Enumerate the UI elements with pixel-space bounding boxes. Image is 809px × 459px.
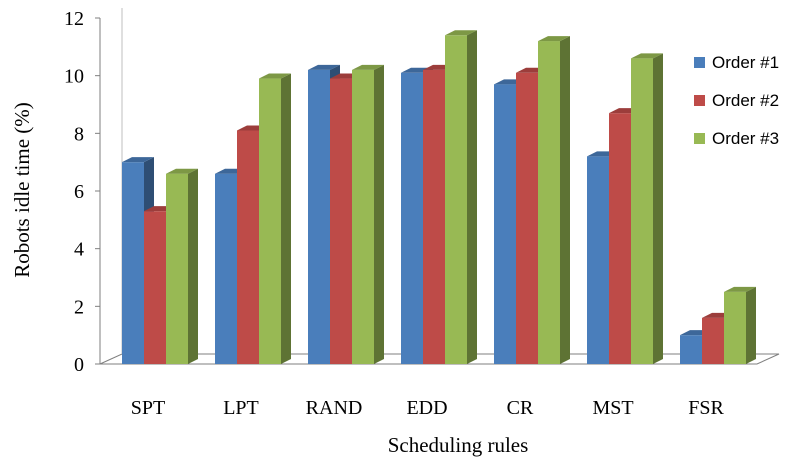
legend-item: Order #1 bbox=[694, 53, 779, 72]
y-axis: 0 2 4 6 8 10 12 bbox=[64, 8, 122, 376]
bar bbox=[631, 53, 663, 364]
bar bbox=[259, 74, 291, 364]
y-tick-label: 6 bbox=[74, 181, 84, 203]
x-axis: SPT LPT RAND EDD CR MST FSR bbox=[100, 364, 757, 419]
legend-swatch bbox=[694, 57, 705, 68]
x-tick-label: RAND bbox=[306, 397, 363, 419]
y-axis-title: Robots idle time (%) bbox=[10, 102, 34, 278]
bar bbox=[724, 287, 756, 364]
legend-swatch bbox=[694, 133, 705, 144]
legend-item: Order #2 bbox=[694, 91, 779, 110]
y-tick-label: 4 bbox=[74, 239, 84, 261]
y-tick-label: 12 bbox=[64, 8, 84, 30]
legend: Order #1 Order #2 Order #3 bbox=[694, 53, 779, 148]
legend-label: Order #3 bbox=[712, 129, 779, 148]
y-tick-label: 8 bbox=[74, 123, 84, 145]
x-tick-label: LPT bbox=[223, 397, 259, 419]
legend-swatch bbox=[694, 95, 705, 106]
legend-label: Order #1 bbox=[712, 53, 779, 72]
bar bbox=[166, 169, 198, 364]
x-tick-label: EDD bbox=[406, 397, 447, 419]
x-axis-title: Scheduling rules bbox=[388, 433, 529, 457]
x-tick-label: MST bbox=[592, 397, 633, 419]
legend-label: Order #2 bbox=[712, 91, 779, 110]
bar bbox=[538, 36, 570, 364]
y-tick-label: 10 bbox=[64, 66, 84, 88]
x-tick-label: FSR bbox=[688, 397, 724, 419]
bar bbox=[445, 30, 477, 364]
bar bbox=[352, 65, 384, 364]
y-tick-label: 0 bbox=[74, 354, 84, 376]
bars bbox=[122, 30, 756, 364]
x-tick-label: SPT bbox=[131, 397, 165, 419]
y-tick-label: 2 bbox=[74, 296, 84, 318]
x-tick-label: CR bbox=[507, 397, 534, 419]
legend-item: Order #3 bbox=[694, 129, 779, 148]
